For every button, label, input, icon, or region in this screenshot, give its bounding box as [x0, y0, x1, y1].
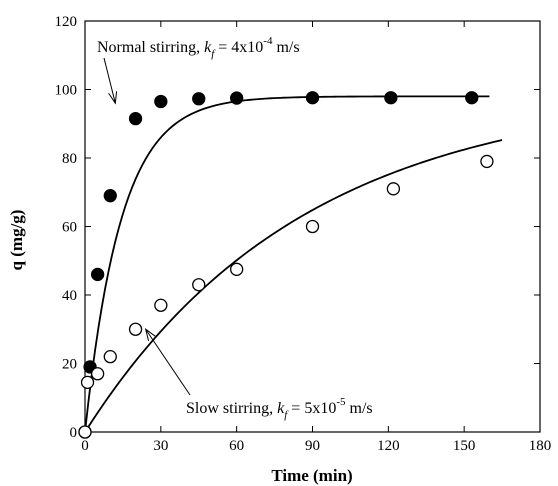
plot-axes: 0 30 60 90 120 150 180 0 20 40 60 80 100 120: [55, 14, 552, 454]
x-tick-label: 60: [229, 438, 244, 454]
data-point-open: [128, 322, 143, 336]
data-point-open: [192, 278, 206, 292]
y-tick-label: 60: [62, 220, 77, 236]
x-tick-label: 0: [81, 438, 89, 454]
annotation-arrow-slow: [145, 328, 191, 396]
data-point-open: [80, 375, 95, 389]
x-axis-title: Time (min): [271, 466, 352, 485]
data-point-filled: [103, 189, 117, 203]
x-tick-label: 180: [529, 438, 552, 454]
data-point-filled: [192, 92, 206, 106]
annotation-arrow-slow-head: [144, 328, 156, 342]
data-point-open: [230, 262, 244, 276]
data-point-filled: [305, 91, 320, 105]
fit-curve-1: [84, 139, 503, 433]
y-axis-title: q (mg/g): [7, 210, 26, 271]
y-tick-label: 120: [55, 14, 78, 30]
data-point-open: [480, 154, 494, 169]
annotation-normal-stirring: Normal stirring, kf = 4x10-4 m/s: [97, 35, 300, 60]
annotation-slow-stirring: Slow stirring, kf = 5x10-5 m/s: [186, 396, 373, 421]
data-point-open: [103, 349, 117, 364]
data-points: [78, 91, 494, 439]
y-tick-label: 0: [70, 425, 78, 441]
y-tick-label: 20: [62, 357, 77, 373]
fit-curves: [84, 95, 503, 433]
data-point-filled: [465, 91, 479, 105]
x-tick-label: 90: [305, 438, 320, 454]
y-tick-label: 80: [62, 151, 77, 167]
data-point-open: [90, 367, 105, 381]
data-point-open: [305, 219, 320, 234]
data-point-open: [386, 182, 401, 196]
data-point-filled: [128, 111, 143, 126]
data-point-open: [154, 298, 168, 312]
y-tick-label: 40: [62, 288, 77, 304]
data-point-filled: [230, 91, 244, 105]
data-point-filled: [90, 267, 105, 282]
x-tick-label: 150: [453, 438, 476, 454]
data-point-filled: [154, 94, 168, 109]
annotation-arrow-normal: [103, 57, 116, 104]
fit-curve-0: [84, 95, 490, 433]
x-tick-label: 30: [153, 438, 168, 454]
annotations: Normal stirring, kf = 4x10-4 m/s Slow st…: [97, 35, 373, 421]
y-tick-label: 100: [55, 83, 78, 99]
data-point-open: [78, 425, 92, 439]
x-tick-label: 120: [377, 438, 400, 454]
data-point-filled: [384, 91, 398, 105]
annotation-arrow-normal-head: [108, 91, 118, 105]
